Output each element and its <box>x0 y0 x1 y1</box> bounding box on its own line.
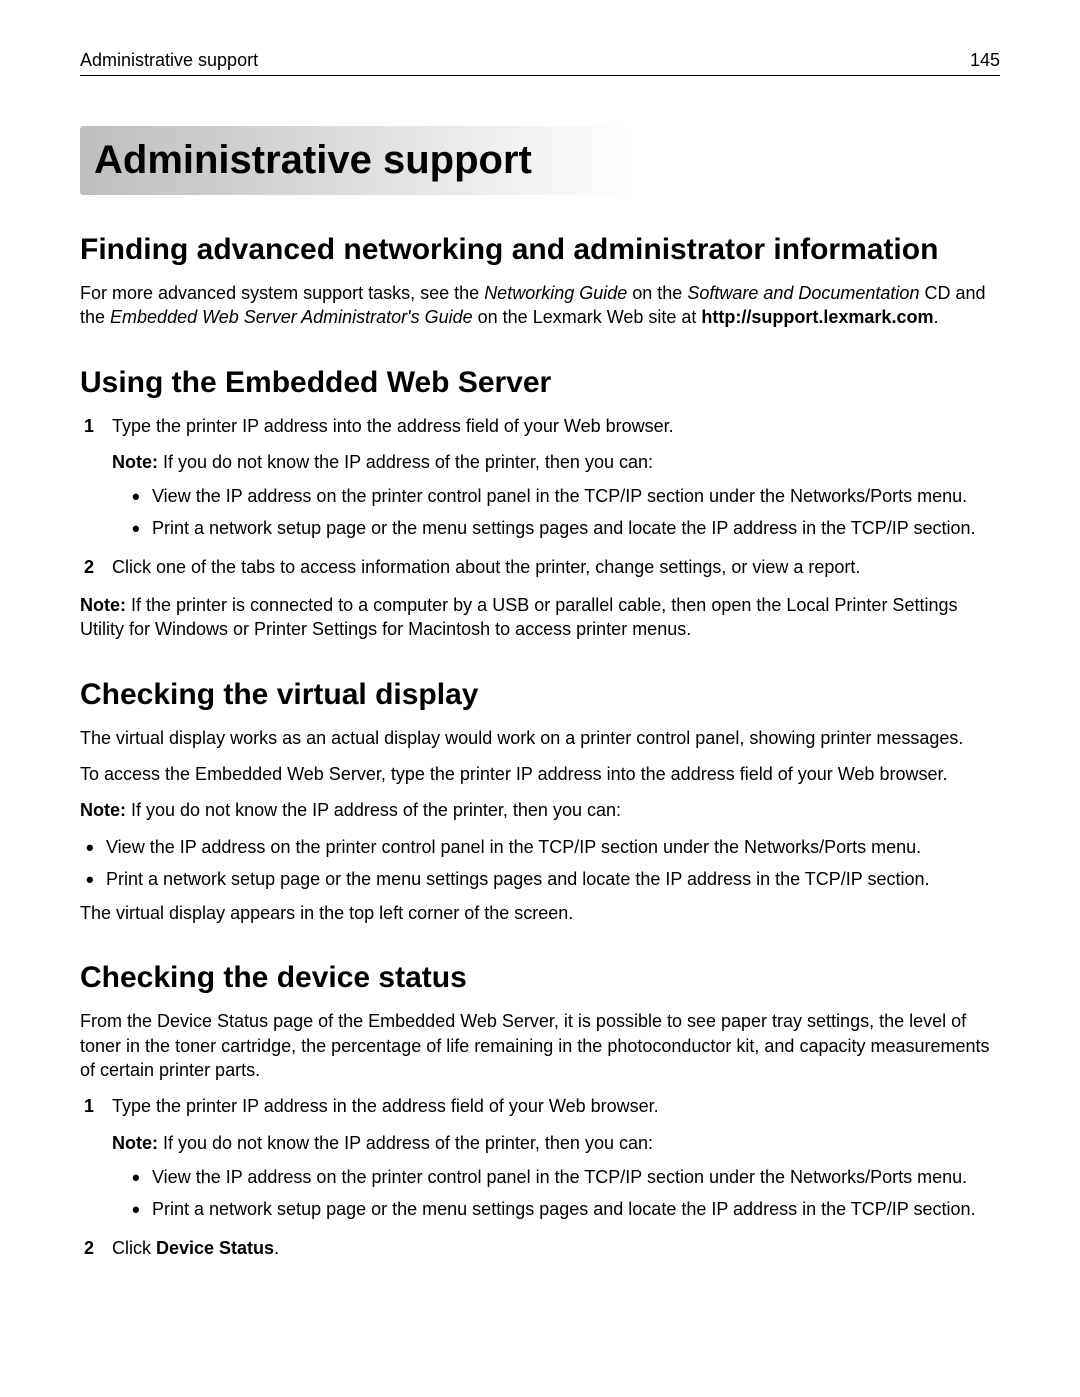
intro-paragraph: For more advanced system support tasks, … <box>80 281 1000 330</box>
paragraph: To access the Embedded Web Server, type … <box>80 762 1000 786</box>
running-header-title: Administrative support <box>80 50 258 71</box>
step-item: Type the printer IP address in the addre… <box>80 1094 1000 1221</box>
ews-steps: Type the printer IP address into the add… <box>80 414 1000 579</box>
step-item: Click one of the tabs to access informat… <box>80 555 1000 579</box>
bullet-item: Print a network setup page or the menu s… <box>126 1197 1000 1221</box>
note-bullets: View the IP address on the printer contr… <box>80 835 1000 892</box>
step-note: Note: If you do not know the IP address … <box>112 450 1000 474</box>
step-item: Click Device Status. <box>80 1236 1000 1260</box>
running-header: Administrative support 145 <box>80 50 1000 76</box>
step-note: Note: If you do not know the IP address … <box>112 1131 1000 1155</box>
bullet-item: View the IP address on the printer contr… <box>126 1165 1000 1189</box>
paragraph: The virtual display appears in the top l… <box>80 901 1000 925</box>
paragraph: The virtual display works as an actual d… <box>80 726 1000 750</box>
bullet-item: Print a network setup page or the menu s… <box>80 867 1000 891</box>
note-label: Note: <box>80 800 126 820</box>
text-fragment: Click <box>112 1238 156 1258</box>
note-text: If you do not know the IP address of the… <box>158 1133 653 1153</box>
support-url: http://support.lexmark.com <box>701 307 933 327</box>
bullet-item: View the IP address on the printer contr… <box>80 835 1000 859</box>
note-text: If you do not know the IP address of the… <box>126 800 621 820</box>
paragraph: From the Device Status page of the Embed… <box>80 1009 1000 1082</box>
section-heading-device-status: Checking the device status <box>80 961 1000 995</box>
note-text: If you do not know the IP address of the… <box>158 452 653 472</box>
doc-ref-networking-guide: Networking Guide <box>484 283 627 303</box>
note-label: Note: <box>80 595 126 615</box>
step-text: Type the printer IP address in the addre… <box>112 1096 659 1116</box>
note-text: If the printer is connected to a compute… <box>80 595 957 639</box>
note-bullets: View the IP address on the printer contr… <box>126 1165 1000 1222</box>
running-header-page-number: 145 <box>970 50 1000 71</box>
step-text: Click one of the tabs to access informat… <box>112 557 860 577</box>
bullet-item: View the IP address on the printer contr… <box>126 484 1000 508</box>
section-heading-finding: Finding advanced networking and administ… <box>80 233 1000 267</box>
ui-ref-device-status: Device Status <box>156 1238 274 1258</box>
text-fragment: . <box>933 307 938 327</box>
text-fragment: For more advanced system support tasks, … <box>80 283 484 303</box>
document-page: Administrative support 145 Administrativ… <box>0 0 1080 1397</box>
device-status-steps: Type the printer IP address in the addre… <box>80 1094 1000 1259</box>
doc-ref-software-cd: Software and Documentation <box>687 283 919 303</box>
text-fragment: on the Lexmark Web site at <box>473 307 702 327</box>
section-end-note: Note: If the printer is connected to a c… <box>80 593 1000 642</box>
section-heading-virtual-display: Checking the virtual display <box>80 678 1000 712</box>
page-title: Administrative support <box>80 126 1000 195</box>
text-fragment: on the <box>627 283 687 303</box>
step-item: Type the printer IP address into the add… <box>80 414 1000 541</box>
bullet-item: Print a network setup page or the menu s… <box>126 516 1000 540</box>
note-bullets: View the IP address on the printer contr… <box>126 484 1000 541</box>
note-label: Note: <box>112 1133 158 1153</box>
step-text: Type the printer IP address into the add… <box>112 416 674 436</box>
doc-ref-ews-admin-guide: Embedded Web Server Administrator's Guid… <box>110 307 473 327</box>
note-label: Note: <box>112 452 158 472</box>
section-heading-ews: Using the Embedded Web Server <box>80 366 1000 400</box>
section-note: Note: If you do not know the IP address … <box>80 798 1000 822</box>
text-fragment: . <box>274 1238 279 1258</box>
